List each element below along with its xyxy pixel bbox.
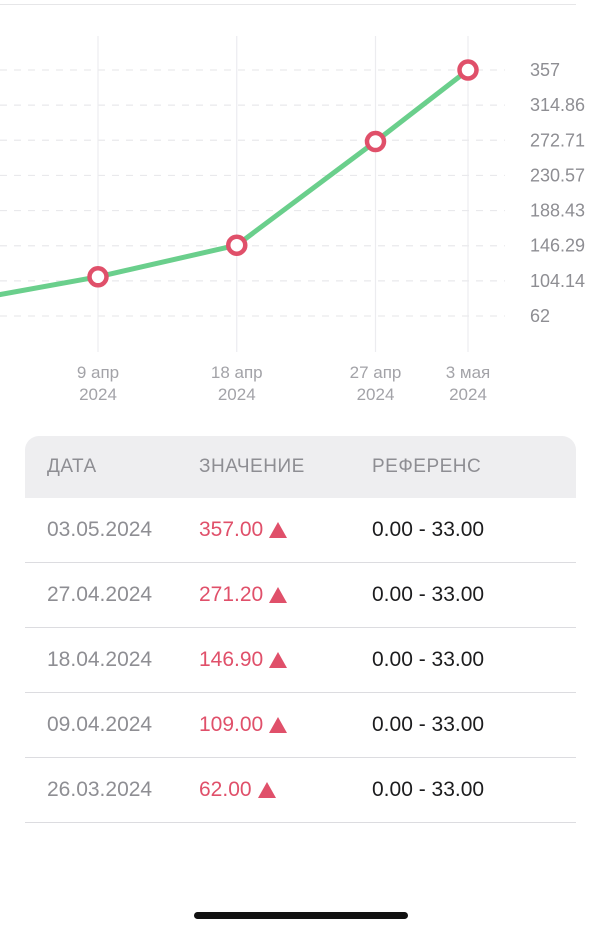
arrow-up-icon [257, 782, 276, 798]
row-date: 26.03.2024 [47, 778, 153, 801]
header-reference: РЕФЕРЕНС [372, 456, 482, 477]
table-row[interactable]: 03.05.2024 357.00 0.00 - 33.00 [25, 498, 576, 563]
row-reference: 0.00 - 33.00 [372, 518, 485, 541]
row-date: 27.04.2024 [47, 583, 153, 606]
table-header: ДАТА ЗНАЧЕНИЕ РЕФЕРЕНС [25, 436, 576, 498]
x-tick-label: 3 мая [446, 363, 491, 382]
line-chart[interactable]: 357 314.86 272.71 230.57 188.43 146.29 104.14 6… [0, 0, 600, 420]
series-line [0, 67, 471, 298]
row-date: 09.04.2024 [47, 713, 153, 736]
x-tick-label: 2024 [449, 385, 487, 404]
x-tick-label: 2024 [218, 385, 256, 404]
row-value: 271.20 [199, 583, 372, 607]
results-table: ДАТА ЗНАЧЕНИЕ РЕФЕРЕНС 03.05.2024 357.00… [25, 436, 576, 823]
table-row[interactable]: 27.04.2024 271.20 0.00 - 33.00 [25, 563, 576, 628]
arrow-up-icon [269, 587, 288, 603]
row-reference: 0.00 - 33.00 [372, 583, 485, 606]
data-point [457, 59, 479, 81]
table-row[interactable]: 26.03.2024 62.00 0.00 - 33.00 [25, 758, 576, 823]
y-tick-label: 62 [530, 306, 550, 326]
row-value: 62.00 [199, 778, 372, 802]
top-divider [0, 4, 576, 5]
y-tick-label: 230.57 [530, 165, 585, 185]
row-value: 109.00 [199, 713, 372, 737]
arrow-up-icon [269, 652, 288, 668]
x-tick-label: 18 апр [211, 363, 263, 382]
header-value: ЗНАЧЕНИЕ [199, 456, 305, 477]
row-reference: 0.00 - 33.00 [372, 778, 485, 801]
y-tick-label: 188.43 [530, 201, 585, 221]
data-point [226, 234, 248, 256]
row-reference: 0.00 - 33.00 [372, 648, 485, 671]
x-tick-label: 2024 [79, 385, 117, 404]
row-date: 18.04.2024 [47, 648, 153, 671]
table-row[interactable]: 09.04.2024 109.00 0.00 - 33.00 [25, 693, 576, 758]
x-tick-label: 9 апр [77, 363, 119, 382]
y-tick-label: 146.29 [530, 236, 585, 256]
home-indicator[interactable] [194, 912, 408, 919]
y-tick-label: 357 [530, 60, 560, 80]
data-point [364, 130, 387, 153]
data-point [87, 266, 109, 288]
row-reference: 0.00 - 33.00 [372, 713, 485, 736]
arrow-up-icon [269, 717, 288, 733]
y-tick-label: 314.86 [530, 95, 585, 115]
y-tick-label: 272.71 [530, 130, 585, 150]
row-value: 146.90 [199, 648, 372, 672]
y-tick-label: 104.14 [530, 271, 585, 291]
header-date: ДАТА [47, 456, 97, 477]
table-row[interactable]: 18.04.2024 146.90 0.00 - 33.00 [25, 628, 576, 693]
x-tick-label: 2024 [357, 385, 395, 404]
row-value: 357.00 [199, 518, 372, 542]
x-tick-label: 27 апр [350, 363, 402, 382]
arrow-up-icon [269, 522, 288, 538]
row-date: 03.05.2024 [47, 518, 153, 541]
